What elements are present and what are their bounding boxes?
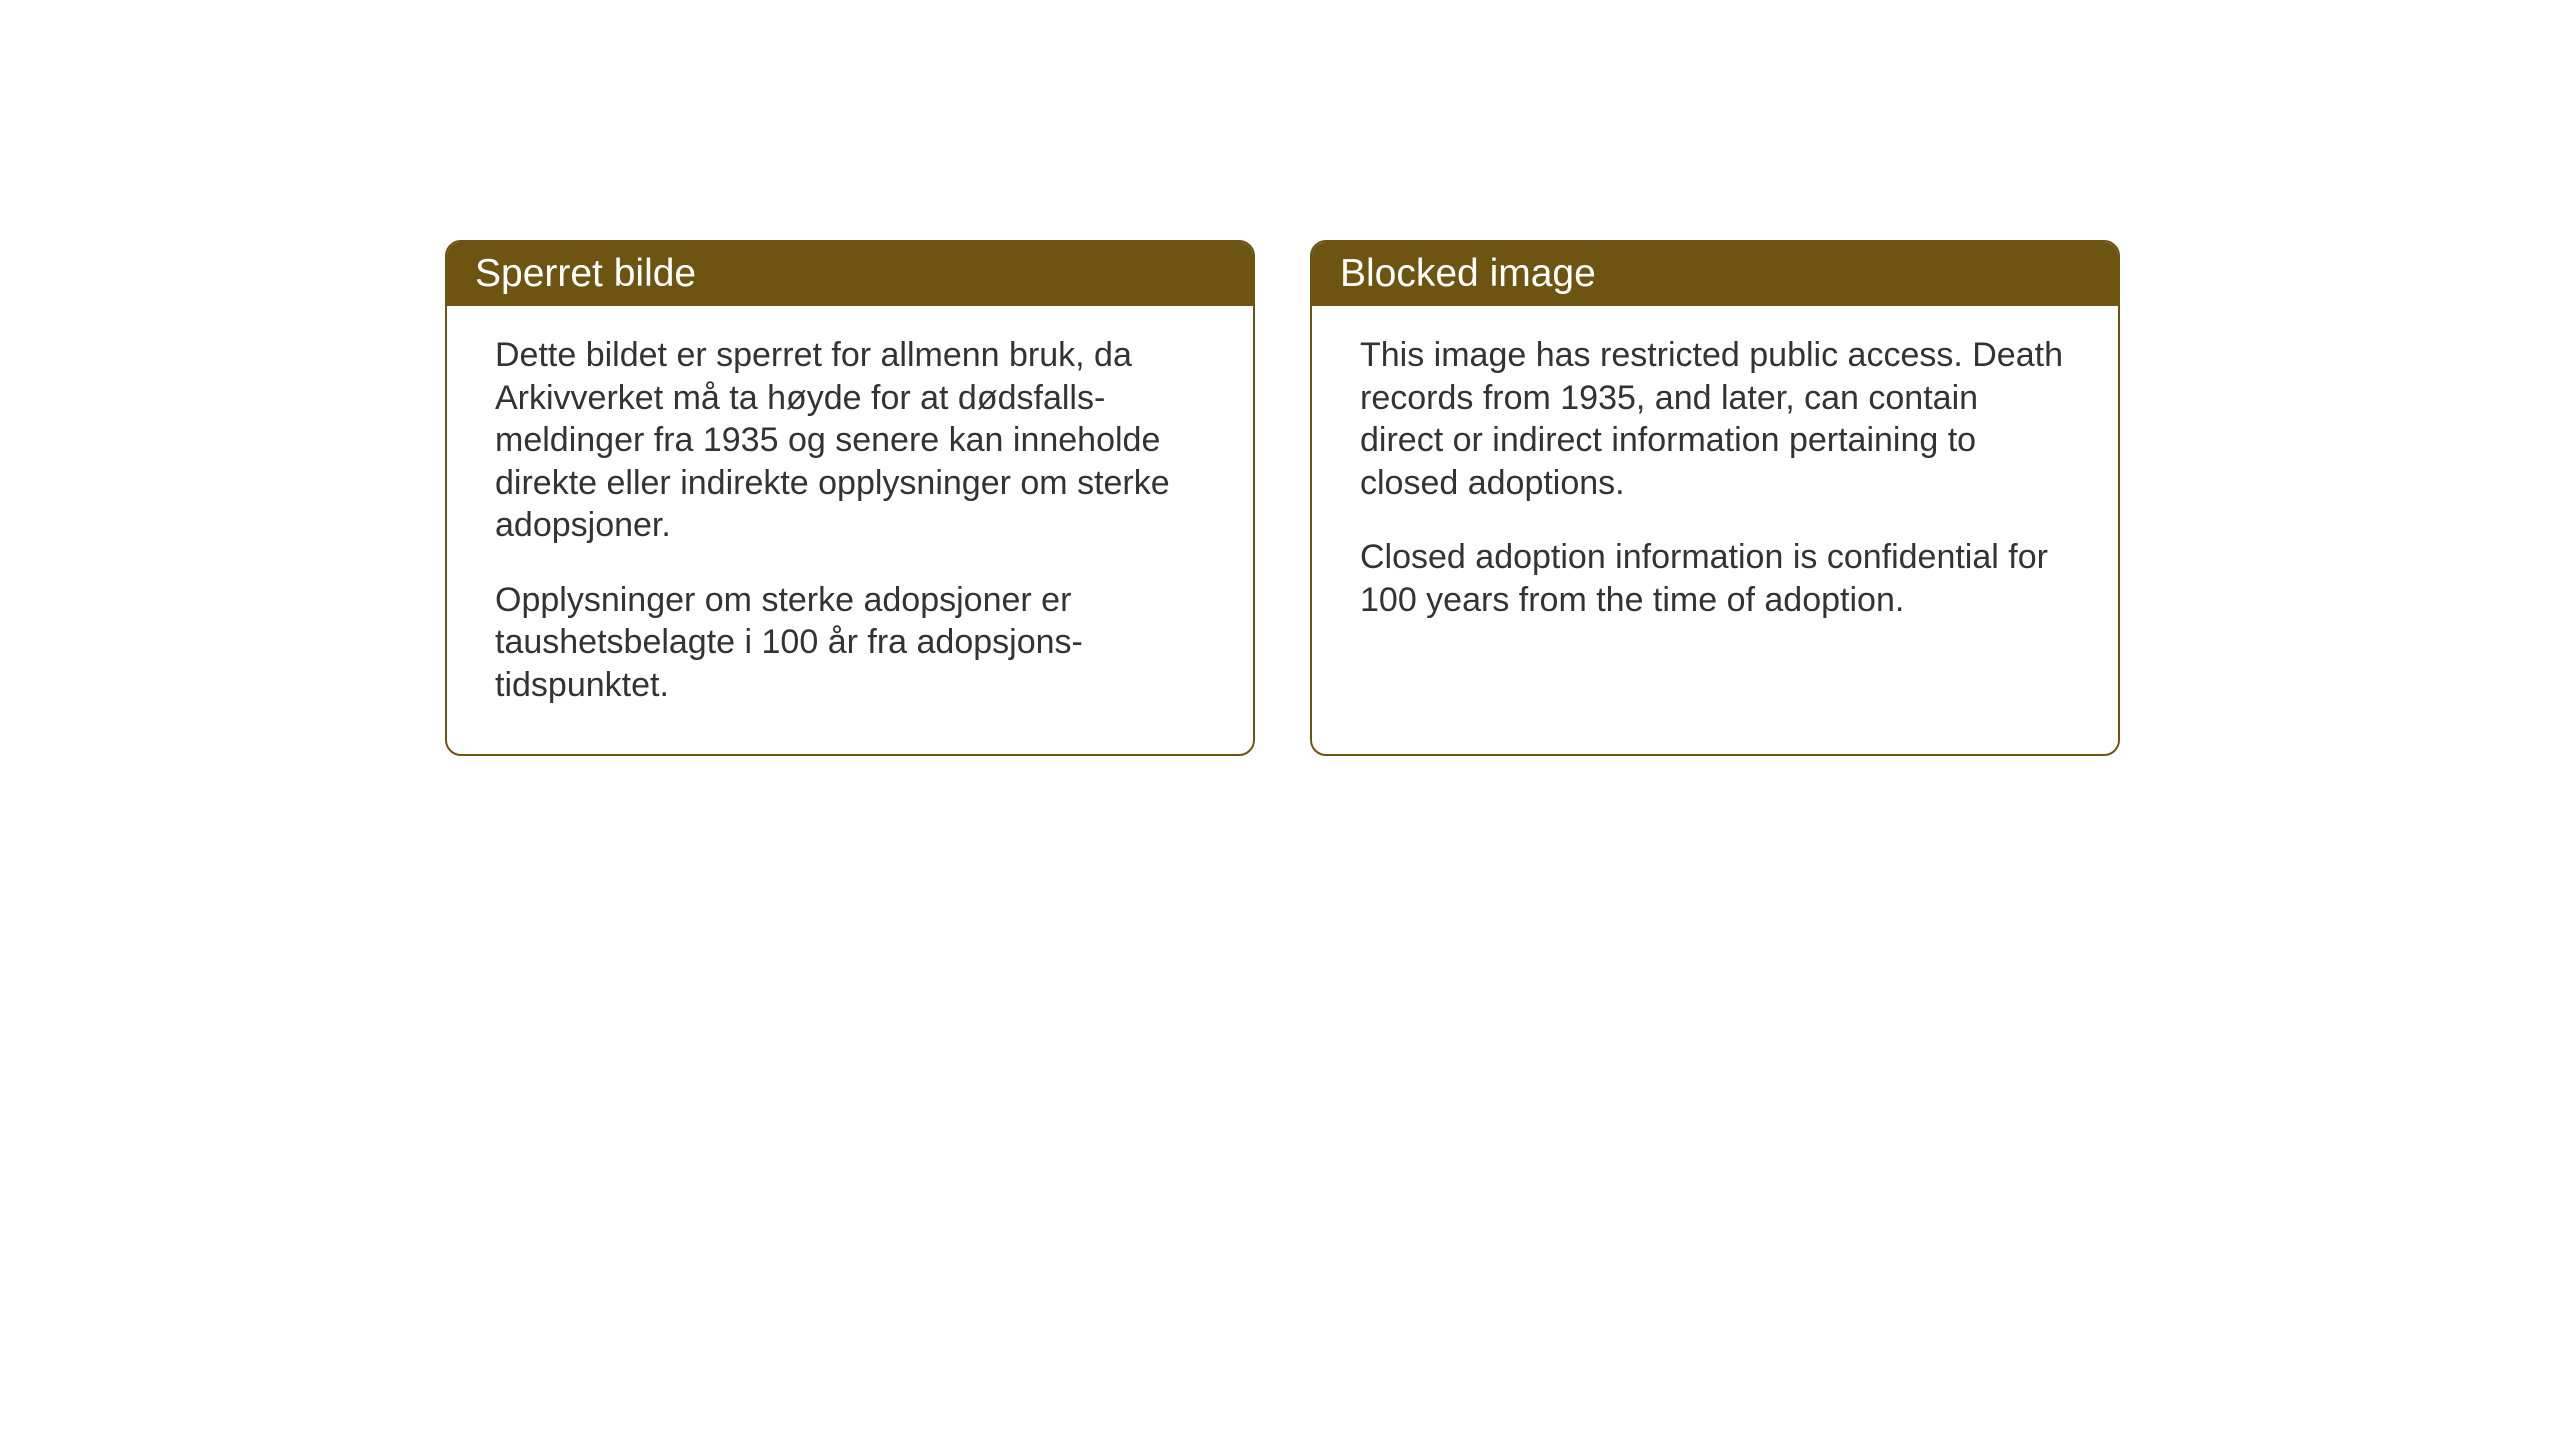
notice-body-norwegian: Dette bildet er sperret for allmenn bruk… [447, 306, 1253, 754]
notice-header-english: Blocked image [1312, 242, 2118, 306]
notice-paragraph: Opplysninger om sterke adopsjoner er tau… [495, 579, 1205, 707]
notice-paragraph: Dette bildet er sperret for allmenn bruk… [495, 334, 1205, 547]
notice-card-norwegian: Sperret bilde Dette bildet er sperret fo… [445, 240, 1255, 756]
notice-header-norwegian: Sperret bilde [447, 242, 1253, 306]
notice-paragraph: Closed adoption information is confident… [1360, 536, 2070, 621]
notice-container: Sperret bilde Dette bildet er sperret fo… [445, 240, 2120, 756]
notice-body-english: This image has restricted public access.… [1312, 306, 2118, 669]
notice-card-english: Blocked image This image has restricted … [1310, 240, 2120, 756]
notice-paragraph: This image has restricted public access.… [1360, 334, 2070, 504]
